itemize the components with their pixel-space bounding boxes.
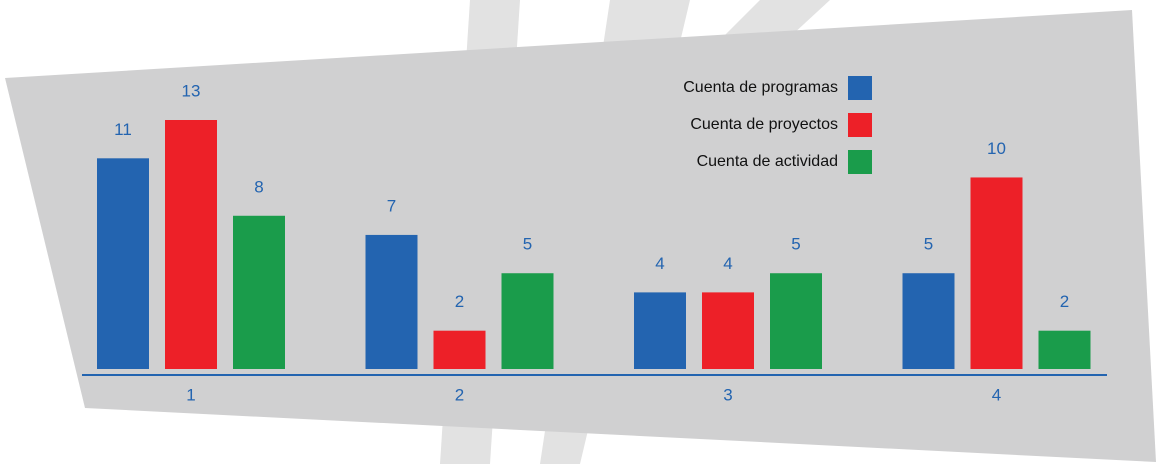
data-label: 4 [723,254,732,273]
legend-swatch [848,113,872,137]
data-label: 5 [924,235,933,254]
x-tick-label: 1 [186,385,195,404]
bar [165,120,217,369]
bar [702,292,754,369]
x-tick-label: 2 [455,385,464,404]
bar [233,215,285,369]
legend-label: Cuenta de proyectos [690,116,838,133]
data-label: 4 [655,254,664,273]
bar [97,158,149,369]
legend-swatch [848,150,872,174]
data-label: 5 [791,235,800,254]
data-label: 2 [455,292,464,311]
data-label: 13 [182,81,201,100]
bar [770,273,822,369]
legend-swatch [848,76,872,100]
x-tick-label: 3 [723,385,732,404]
data-label: 5 [523,235,532,254]
data-label: 7 [387,196,396,215]
data-label: 2 [1060,292,1069,311]
bar [634,292,686,369]
data-label: 11 [114,120,132,139]
bar [902,273,955,369]
bar [433,330,486,369]
data-label: 8 [254,177,263,196]
legend-label: Cuenta de actividad [697,153,838,170]
bar [970,177,1023,369]
legend-label: Cuenta de programas [683,79,838,96]
data-label: 10 [987,139,1006,158]
x-tick-label: 4 [992,385,1001,404]
bar [501,273,554,369]
bar [1038,330,1091,369]
bar [365,234,418,369]
